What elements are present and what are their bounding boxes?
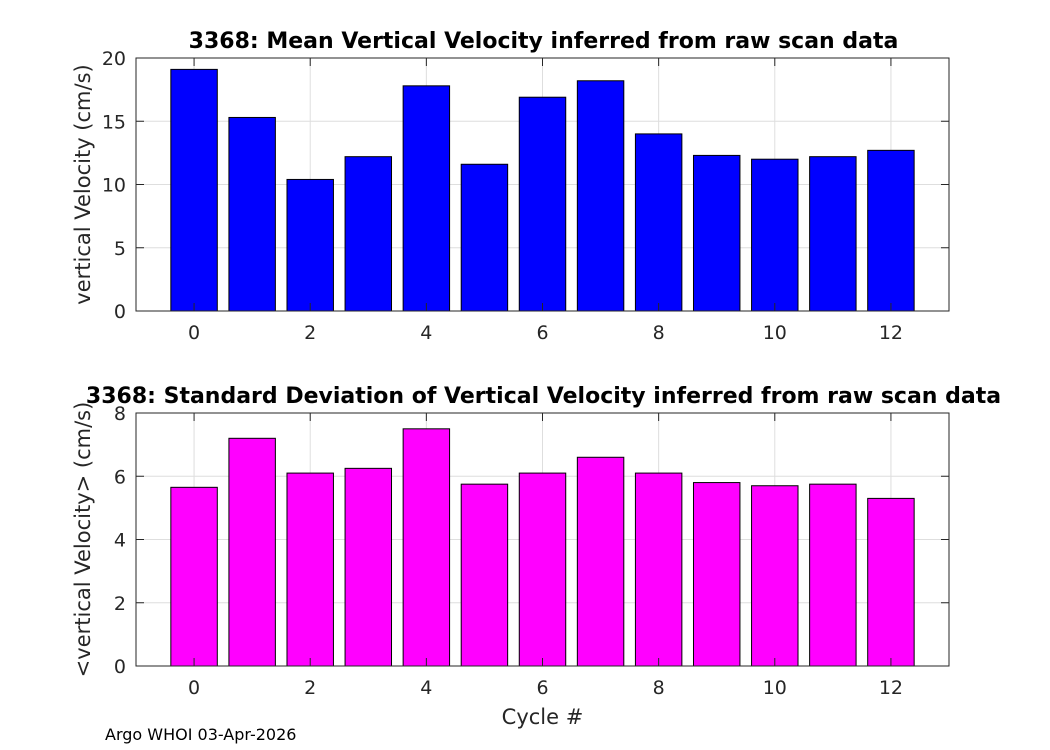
chart2-xtick-label: 6 bbox=[536, 677, 548, 699]
chart2-xtick-label: 2 bbox=[304, 677, 316, 699]
chart1-ytick-label: 5 bbox=[114, 238, 126, 260]
chart1-bar bbox=[692, 154, 741, 312]
chart1-ytick-label: 15 bbox=[102, 111, 126, 133]
chart1-xtick-label: 10 bbox=[763, 322, 787, 344]
chart2-bar bbox=[692, 482, 741, 667]
chart2-ytick-label: 2 bbox=[114, 593, 126, 615]
chart1-bar bbox=[751, 158, 799, 312]
chart1-ylabel: vertical Velocity (cm/s) bbox=[71, 64, 95, 304]
chart1-ytick-label: 20 bbox=[102, 48, 126, 70]
footer-credit: Argo WHOI 03-Apr-2026 bbox=[105, 725, 297, 744]
chart2-ytick-label: 4 bbox=[114, 530, 126, 552]
chart2-bar bbox=[460, 483, 509, 667]
chart2-bar bbox=[518, 472, 567, 667]
chart1-bar bbox=[634, 133, 683, 312]
chart2-bar bbox=[867, 497, 915, 667]
chart2-ytick-label: 8 bbox=[114, 403, 126, 425]
chart2-ytick-label: 6 bbox=[114, 466, 126, 488]
chart2-bar bbox=[228, 437, 276, 667]
chart2-ylabel: <vertical Velocity> (cm/s) bbox=[71, 402, 95, 678]
chart2-title: 3368: Standard Deviation of Vertical Vel… bbox=[86, 384, 1001, 409]
chart2-bar bbox=[809, 483, 857, 667]
chart1-bar bbox=[809, 156, 857, 312]
chart1-bar bbox=[286, 178, 334, 312]
chart2-xlabel: Cycle # bbox=[502, 705, 584, 729]
chart2-bar bbox=[286, 472, 334, 667]
chart2-xtick-label: 4 bbox=[420, 677, 432, 699]
chart1-xtick-label: 12 bbox=[879, 322, 903, 344]
chart1-xtick-label: 8 bbox=[653, 322, 665, 344]
chart2-bar bbox=[634, 472, 683, 667]
chart1-title: 3368: Mean Vertical Velocity inferred fr… bbox=[189, 29, 899, 54]
chart2-bar bbox=[751, 485, 799, 667]
chart2-xtick-label: 12 bbox=[879, 677, 903, 699]
chart2-xtick-label: 10 bbox=[763, 677, 787, 699]
chart1: 0 2 4 6 8 10 12 0 5 10 15 20 3368: Mean Vertical Vel… bbox=[71, 29, 950, 344]
chart1-bar bbox=[228, 116, 276, 312]
chart1-bar bbox=[170, 68, 218, 312]
chart2-ytick-label: 0 bbox=[114, 656, 126, 678]
chart1-bar bbox=[867, 149, 915, 312]
chart1-bar bbox=[518, 96, 567, 312]
chart1-bar bbox=[460, 163, 509, 312]
chart1-xtick-label: 6 bbox=[536, 322, 548, 344]
chart1-bar bbox=[576, 80, 625, 312]
chart1-ytick-label: 10 bbox=[102, 175, 126, 197]
chart2-xtick-label: 0 bbox=[188, 677, 200, 699]
chart1-xtick-label: 0 bbox=[188, 322, 200, 344]
chart2-bar bbox=[170, 486, 218, 667]
chart1-xtick-label: 4 bbox=[420, 322, 432, 344]
chart1-ytick-label: 0 bbox=[114, 301, 126, 323]
chart2-xtick-label: 8 bbox=[653, 677, 665, 699]
chart1-xtick-label: 2 bbox=[304, 322, 316, 344]
chart2-bar bbox=[344, 467, 393, 667]
chart2-bar bbox=[402, 428, 451, 667]
chart2-bar bbox=[576, 456, 625, 667]
chart1-bar bbox=[344, 156, 393, 312]
chart1-bar bbox=[402, 85, 451, 312]
